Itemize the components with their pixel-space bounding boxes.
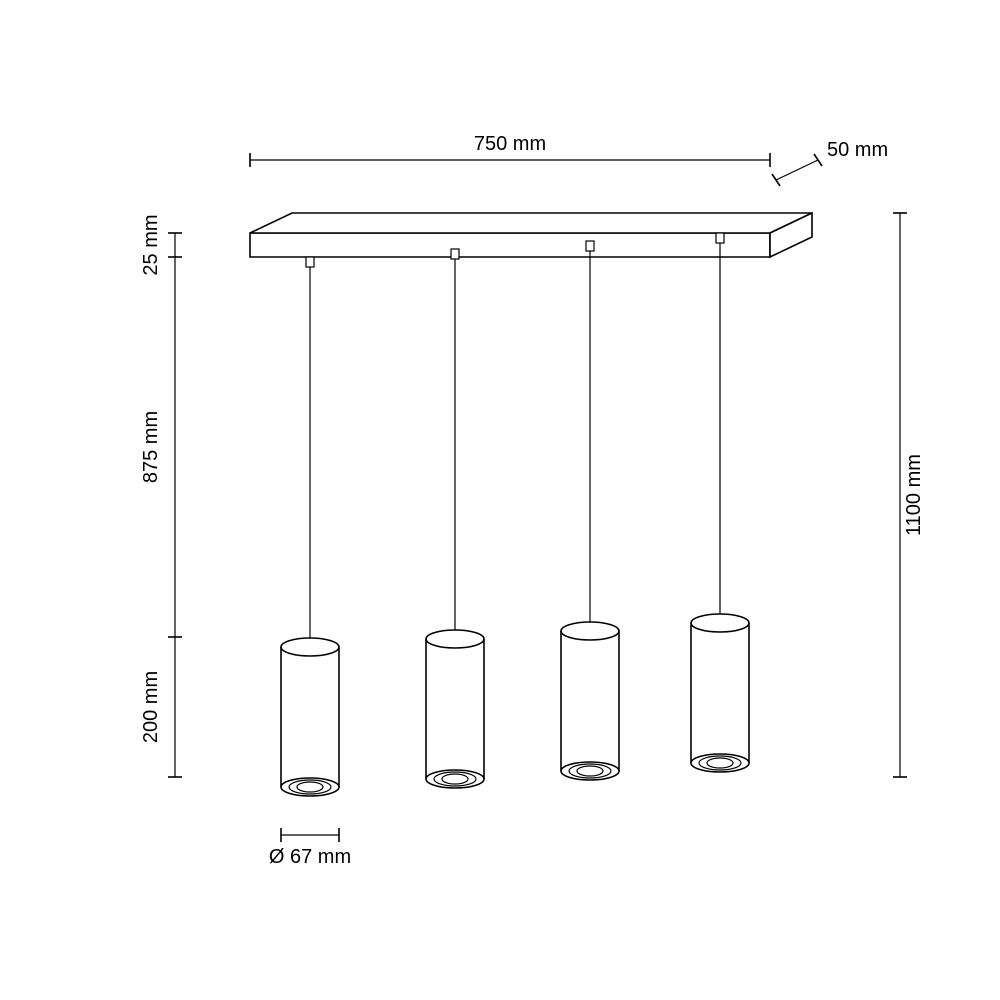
pendant-1	[281, 257, 339, 796]
pendant-2	[426, 249, 484, 788]
pendant-3	[561, 241, 619, 780]
dim-depth-50: 50 mm	[772, 139, 888, 186]
dim-width-750: 750 mm	[250, 133, 770, 167]
dim-label-h875: 875 mm	[140, 411, 162, 483]
dim-left-stack: 25 mm 875 mm 200 mm	[140, 214, 182, 777]
dim-total-height: 1100 mm	[893, 213, 925, 777]
dim-diameter: Ø 67 mm	[269, 828, 351, 868]
svg-text:750 mm: 750 mm	[474, 133, 546, 155]
pendant-4	[691, 233, 749, 772]
svg-text:1100 mm: 1100 mm	[903, 454, 925, 536]
ceiling-canopy	[250, 213, 812, 257]
svg-text:Ø 67 mm: Ø 67 mm	[269, 846, 351, 868]
dim-label-h25: 25 mm	[140, 214, 162, 275]
svg-text:50 mm: 50 mm	[827, 139, 888, 161]
dim-label-h200: 200 mm	[140, 671, 162, 743]
